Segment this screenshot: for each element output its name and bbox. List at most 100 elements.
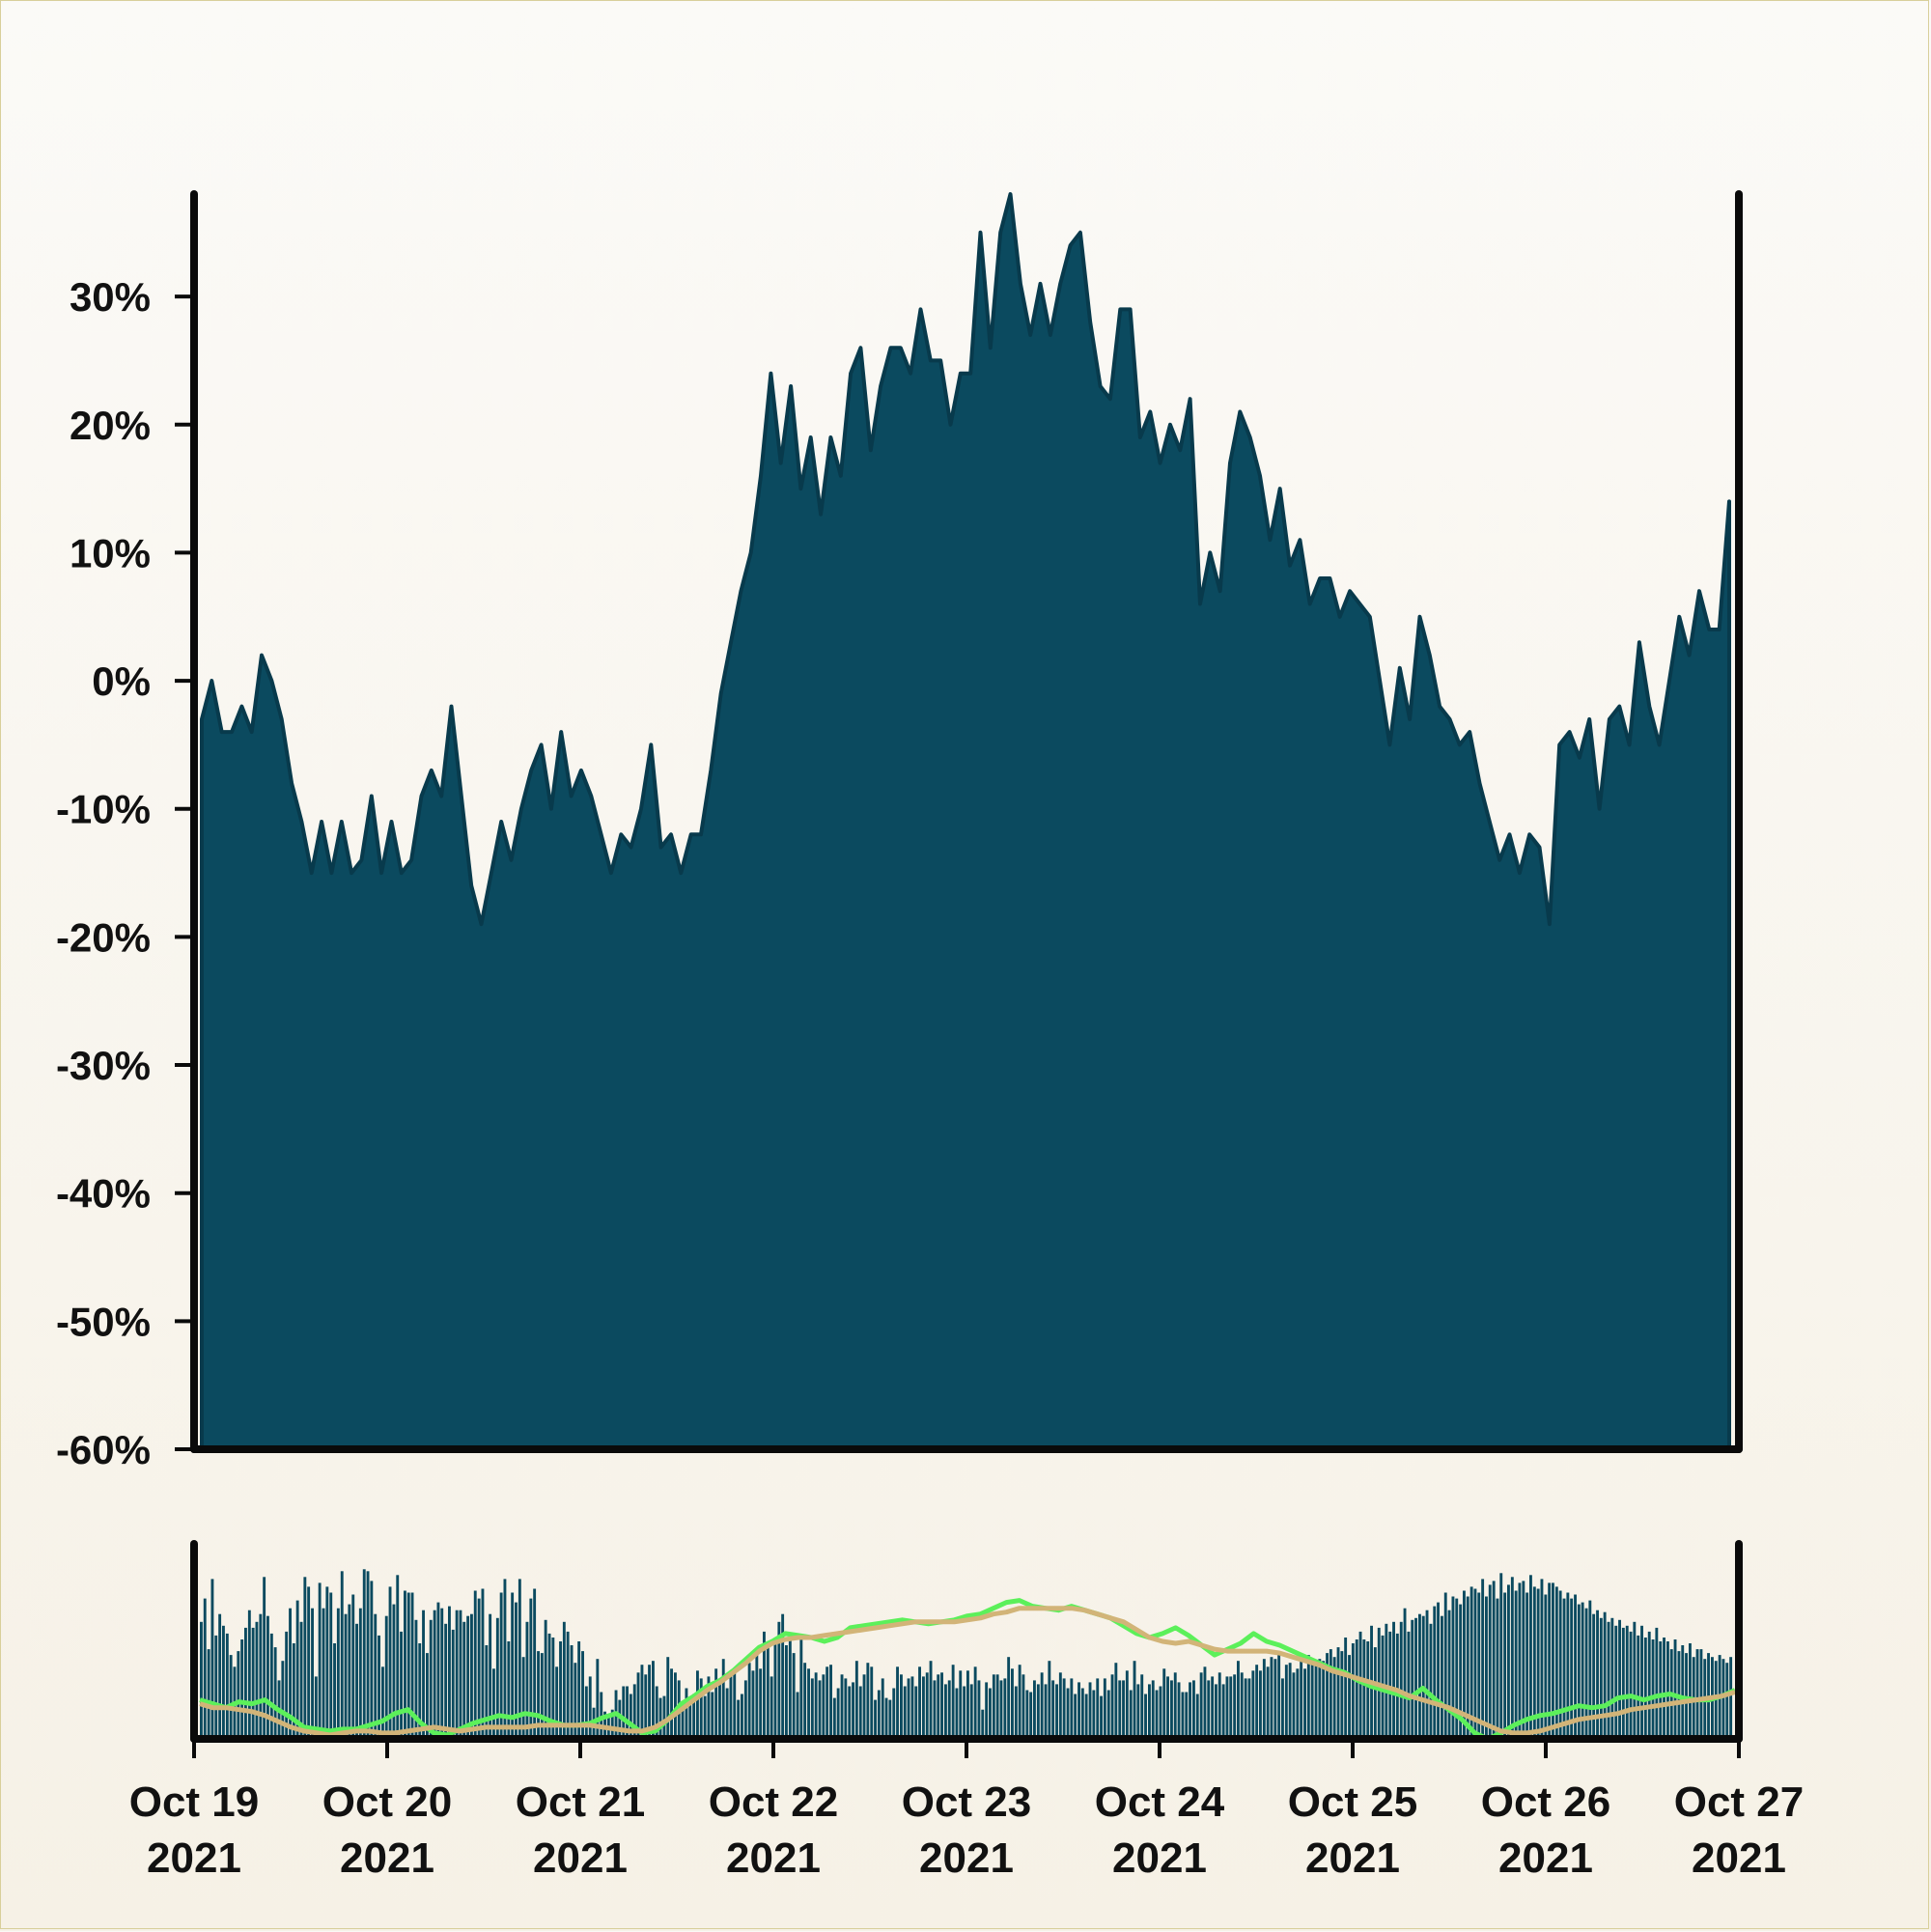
volume-bar [1418,1613,1421,1739]
volume-bar [289,1608,292,1739]
volume-bar [951,1665,955,1739]
volume-bar [733,1672,737,1739]
volume-bar [1221,1684,1225,1739]
volume-bar [918,1666,921,1739]
volume-bar [1463,1590,1466,1739]
volume-bar [692,1694,696,1739]
volume-bar [429,1619,433,1739]
volume-bar [1481,1579,1485,1739]
volume-bar [1077,1682,1080,1739]
volume-bar [829,1665,832,1739]
volume-bar [340,1571,344,1739]
volume-bar [1499,1573,1503,1739]
volume-bar [448,1606,451,1739]
volume-bar [844,1678,848,1739]
volume-bar [1522,1581,1525,1739]
volume-bar [433,1610,436,1739]
volume-bar [1485,1596,1488,1739]
volume-bar [400,1631,403,1739]
volume-bar [959,1670,963,1739]
volume-bar [406,1592,410,1739]
volume-bar [1011,1668,1014,1739]
volume-bar [237,1651,240,1739]
volume-bar [1136,1684,1140,1739]
volume-bar [1070,1678,1074,1739]
volume-bar [803,1663,807,1739]
volume-bar [1270,1657,1273,1739]
volume-bar [214,1635,218,1739]
volume-bar [1340,1651,1344,1739]
volume-bar [1507,1584,1510,1739]
volume-bar [1351,1643,1355,1739]
volume-bar [426,1653,429,1739]
volume-bar [1610,1617,1614,1739]
volume-bar [685,1688,688,1739]
volume-bar [1306,1655,1310,1739]
volume-bar [903,1686,907,1739]
volume-bar [858,1686,862,1739]
volume-bar [655,1686,658,1739]
volume-bar [1251,1670,1255,1739]
volume-bar [584,1686,588,1739]
volume-bar [210,1579,214,1739]
volume-bar [1451,1596,1455,1739]
volume-bar [747,1663,751,1739]
volume-bar [451,1629,455,1739]
volume-bar [222,1625,225,1739]
volume-bar [725,1688,729,1739]
volume-bar [225,1633,229,1739]
volume-bar [485,1645,489,1739]
volume-bar [1080,1688,1084,1739]
volume-bar [1633,1621,1637,1739]
volume-bar [518,1579,521,1739]
volume-bar [1689,1643,1692,1739]
volume-bar [1518,1582,1522,1739]
volume-bar [792,1653,796,1739]
volume-bar [1570,1598,1574,1739]
y-tick-label: 30% [70,274,151,320]
volume-bar [763,1631,766,1739]
volume-bar [218,1613,222,1739]
volume-bar [1106,1690,1110,1739]
volume-bar [781,1613,785,1739]
volume-bar [559,1641,562,1739]
volume-bar [721,1659,725,1739]
volume-bar [814,1672,818,1739]
volume-bar [562,1621,566,1739]
volume-bar [870,1666,874,1739]
volume-bar [1129,1690,1133,1739]
volume-bar [696,1670,699,1739]
volume-bar [544,1619,547,1739]
volume-bar [636,1672,640,1739]
volume-bar [1014,1686,1018,1739]
y-tick-label: -20% [56,914,151,960]
volume-bar [1685,1653,1688,1739]
volume-bar [995,1674,999,1739]
volume-bar [1421,1615,1425,1739]
volume-bar [1229,1676,1233,1739]
volume-bar [1425,1610,1429,1739]
volume-bar [1529,1575,1532,1739]
volume-bar [648,1665,651,1739]
volume-bar [203,1598,207,1739]
volume-bar [1514,1590,1518,1739]
volume-bar [1110,1674,1114,1739]
volume-bar [311,1608,314,1739]
volume-bar [1322,1661,1326,1739]
volume-bar [632,1684,636,1739]
volume-bar [1074,1694,1077,1739]
volume-bar [240,1639,244,1739]
volume-bar [751,1670,755,1739]
volume-bar [418,1643,422,1739]
volume-bar [1496,1598,1499,1739]
volume-bar [1332,1657,1336,1739]
volume-bar [1088,1682,1092,1739]
volume-bar [884,1697,888,1739]
volume-bar [788,1635,792,1739]
volume-bar [674,1672,677,1739]
volume-bar [422,1610,425,1739]
volume-bar [348,1604,351,1739]
volume-bar [388,1586,392,1739]
volume-bar [640,1665,644,1739]
